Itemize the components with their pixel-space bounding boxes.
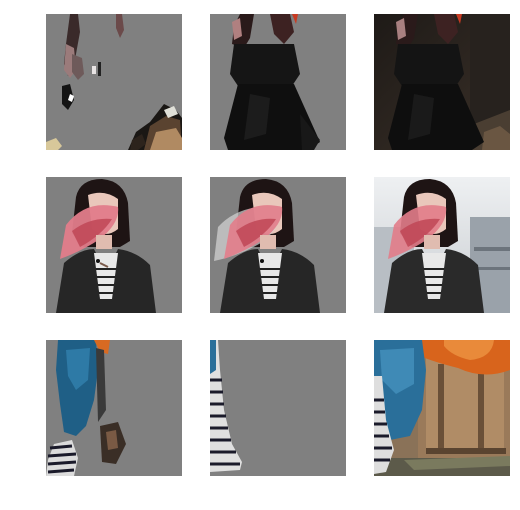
person-cutout-image: [210, 177, 346, 313]
masked-fragments-image: [46, 14, 182, 150]
tile-row2-col3: [374, 177, 510, 313]
masked-fragments-image: [46, 340, 182, 476]
leg-cutout-image: [210, 340, 346, 476]
person-cutout-image: [46, 177, 182, 313]
tile-row2-col2: [210, 177, 346, 313]
tile-row3-col3: [374, 340, 510, 476]
original-image: [374, 14, 510, 150]
person-cutout-image: [210, 14, 346, 150]
original-image: [374, 177, 510, 313]
tile-row2-col1: [46, 177, 182, 313]
tile-row3-col2: [210, 340, 346, 476]
tile-row1-col2: [210, 14, 346, 150]
tile-row3-col1: [46, 340, 182, 476]
tile-row1-col1: [46, 14, 182, 150]
original-image: [374, 340, 510, 476]
tile-row1-col3: [374, 14, 510, 150]
